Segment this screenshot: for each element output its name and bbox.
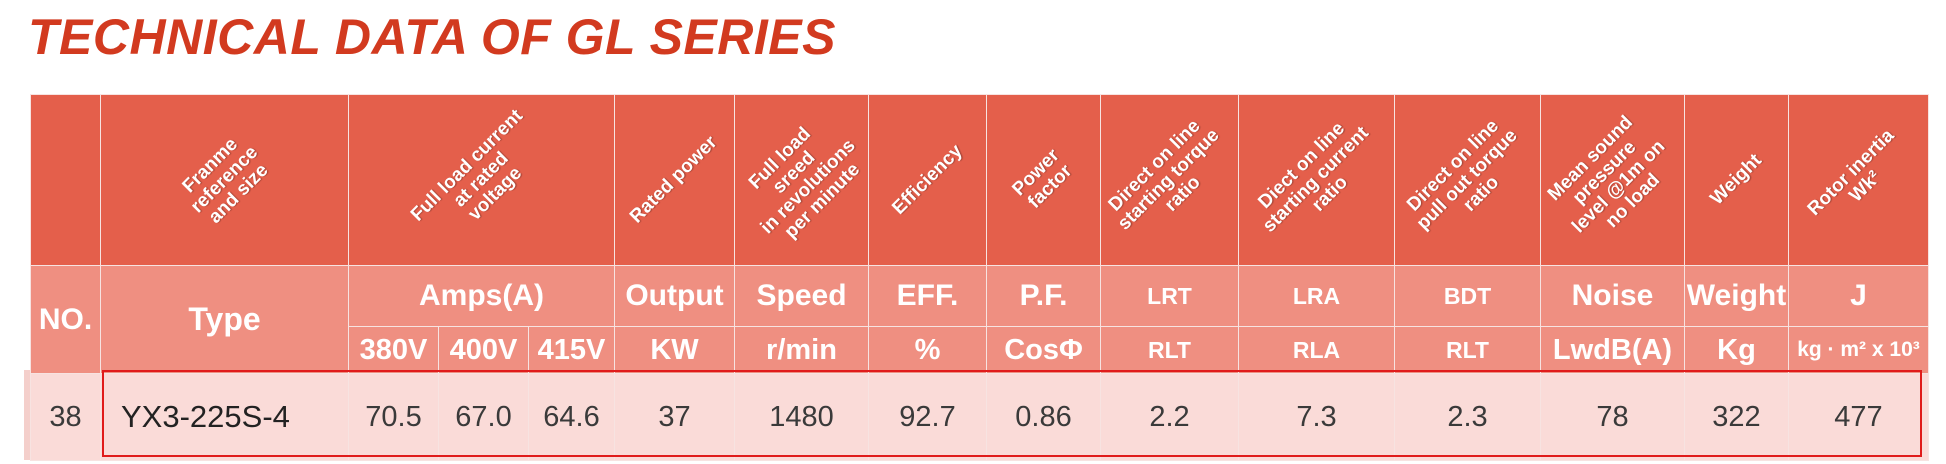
header-415v: 415V [528,326,615,374]
header-noise: Mean sound pressure level @1m on no load [1540,94,1685,266]
cell-eff: 92.7 [868,373,987,461]
header-bdt: BDT [1394,265,1541,327]
header-inertia: Rotor inertia Wk² [1788,94,1929,266]
header-inertia-text: Rotor inertia Wk² [1803,125,1899,220]
cell-amps-380: 70.5 [348,373,439,461]
header-type: Type [100,265,349,374]
cell-weight: 322 [1684,373,1789,461]
header-weight: Weight [1684,94,1789,266]
cell-lrt: 2.2 [1100,373,1239,461]
cell-no: 38 [30,373,101,461]
header-kw: KW [614,326,735,374]
header-rmin: r/min [734,326,869,374]
header-efficiency: Efficiency [868,94,987,266]
header-rotated-row: Franme reference and size Full load curr… [30,94,1929,266]
header-rlt-1: RLT [1100,326,1239,374]
header-kg: Kg [1684,326,1789,374]
header-dol-current: Diect on line starting current ratio [1238,94,1395,266]
header-dol-pullout: Direct on line pull out torque ratio [1394,94,1541,266]
header-frame: Franme reference and size [100,94,349,266]
cell-pf: 0.86 [986,373,1101,461]
header-dol-torque: Direct on line starting torque ratio [1100,94,1239,266]
cell-lra: 7.3 [1238,373,1395,461]
header-frame-text: Franme reference and size [178,133,273,228]
header-rla: RLA [1238,326,1395,374]
cell-bdt: 2.3 [1394,373,1541,461]
header-j-unit: kg · m² x 10³ [1788,326,1929,374]
header-dol-torque-text: Direct on line starting torque ratio [1105,115,1224,235]
header-current: Full load current at rated voltage [348,94,615,266]
header-noise-text: Mean sound pressure level @1m on no load [1544,111,1670,238]
header-amps: Amps(A) [348,265,615,327]
header-label-row: NO. Type Amps(A) Output Speed EFF. P.F. … [30,265,1929,374]
header-noise-label: Noise [1540,265,1685,327]
row-left-strip [24,370,30,460]
header-pf: Power factor [986,94,1101,266]
header-cos: CosΦ [986,326,1101,374]
header-speed: Full load sreed in revolutions per minut… [734,94,869,266]
page-title: TECHNICAL DATA OF GL SERIES [28,9,836,65]
header-unit-row: 380V 400V 415V KW r/min % CosΦ RLT RLA R… [31,326,1929,374]
header-speed-text: Full load sreed in revolutions per minut… [744,123,865,243]
header-power: Rated power [614,94,735,266]
header-lwd: LwdB(A) [1540,326,1685,374]
header-rlt-2: RLT [1394,326,1541,374]
header-pf-text: Power factor [1008,144,1077,213]
header-speed-label: Speed [734,265,869,327]
header-dol-pullout-text: Direct on line pull out torque ratio [1403,115,1522,235]
header-380v: 380V [348,326,439,374]
header-lra: LRA [1238,265,1395,327]
cell-amps-415: 64.6 [528,373,615,461]
header-lrt: LRT [1100,265,1239,327]
cell-speed: 1480 [734,373,869,461]
header-j: J [1788,265,1929,327]
header-pct: % [868,326,987,374]
header-blank-cell [30,94,101,266]
table-row[interactable]: 38 YX3-225S-4 70.5 67.0 64.6 37 1480 92.… [30,373,1929,461]
header-dol-current-text: Diect on line starting current ratio [1254,118,1374,237]
header-efficiency-text: Efficiency [887,140,967,219]
cell-amps-400: 67.0 [438,373,529,461]
header-no: NO. [30,265,101,374]
header-400v: 400V [438,326,529,374]
cell-noise: 78 [1540,373,1685,461]
header-pf-label: P.F. [986,265,1101,327]
cell-output: 37 [614,373,735,461]
technical-data-table: Franme reference and size Full load curr… [30,94,1929,461]
header-eff: EFF. [868,265,987,327]
header-power-text: Rated power [626,131,722,228]
cell-j: 477 [1788,373,1929,461]
header-current-text: Full load current at rated voltage [406,105,528,226]
cell-type: YX3-225S-4 [100,373,349,461]
header-output: Output [614,265,735,327]
header-weight-label: Weight [1684,265,1789,327]
header-weight-text: Weight [1706,149,1766,210]
